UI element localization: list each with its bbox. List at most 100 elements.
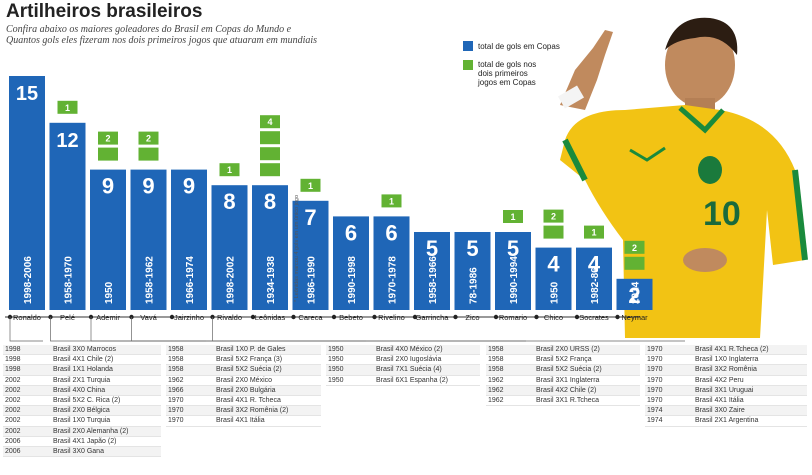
match-result: Brasil 2X1 Turquia [53,376,111,384]
bar-zico [454,232,491,310]
bar-period-label: 1986-1990 [307,256,318,304]
table-row: 1962 Brasil 4X2 Chile (2) [486,385,640,396]
player-name-label: Zico [465,313,479,322]
match-result: Brasil 3X1 Inglaterra [536,376,600,384]
player-name-label: Jairzinho [174,313,204,322]
match-result: Brasil 2X0 México [216,376,273,384]
match-result: Brasil 4X1 Chile (2) [53,356,114,364]
page-title: Artilheiros brasileiros [6,1,203,22]
bar-value-label: 4 [588,252,601,277]
table-row: 1970 Brasil 3X2 Romênia [645,365,807,376]
table-row: 1970 Brasil 4X1 R.Tcheca (2) [645,345,807,356]
table-row: 1970 Brasil 4X1 R. Tcheca [166,396,321,407]
match-year: 1970 [647,376,663,384]
legend-label-green: total de gols nos dois primeiros jogos e… [478,60,537,87]
legend-swatch-green [463,60,473,70]
marker-dot [372,314,377,320]
match-year: 1958 [168,366,184,374]
player-name-label: Pelé [60,313,75,322]
player-name-label: Garrincha [416,313,450,322]
bar-chico [535,247,572,310]
table-row: 2002 Brasil 1X0 Turquia [3,416,161,427]
table-row: 1970 Brasil 4X1 Itália [166,416,321,427]
player-name-label: Rivaldo [217,313,242,322]
match-year: 1962 [488,376,504,384]
match-year: 2002 [5,386,21,394]
bar-period-label: 1934-1938 [266,256,277,304]
marker-dot [412,314,418,320]
bar-neymar [616,278,653,310]
goal-block [624,240,645,254]
match-table: 1958 Brasil 1X0 P. de Gales 1958 Brasil 5X2… [166,345,321,427]
bar-lenidas [252,185,288,310]
bar-pel [49,122,86,310]
match-result: Brasil 5X2 França [536,356,592,364]
connector-line [212,317,685,342]
bar-period-label: 1950 [550,281,561,304]
goal-block [98,147,118,161]
table-row: 1970 Brasil 1X0 Inglaterra [645,355,807,366]
bar-garrincha [414,232,450,310]
goal-block [260,147,280,161]
table-row: 2002 Brasil 2X0 Alemanha (2) [3,426,161,437]
match-year: 1958 [168,356,184,364]
bar-careca [292,200,329,310]
player-name-label: Romario [499,313,527,322]
green-count-label: 2 [146,134,151,144]
green-count-label: 1 [308,181,313,191]
bar-value-label: 9 [183,174,195,199]
bar-rivelino [373,216,410,310]
goal-block [260,163,280,177]
match-result: Brasil 3X0 Gana [53,447,104,455]
match-result: Brasil 1X0 P. de Gales [216,346,286,353]
bar-value-label: 6 [345,220,357,245]
svg-text:10: 10 [703,195,741,233]
goal-block [543,225,564,239]
bar-value-label: 8 [223,189,235,214]
match-result: Brasil 4X1 Itália [695,396,744,404]
table-row: 1958 Brasil 2X0 URSS (2) [486,345,640,356]
goal-block [138,147,159,161]
table-row: 1962 Brasil 3X1 Inglaterra [486,376,640,386]
table-row: 1958 Brasil 5X2 França [486,355,640,366]
table-row: 1962 Brasil 3X1 R.Tcheca [486,396,640,407]
bar-value-label: 15 [16,83,38,105]
player-name-label: Ronaldo [13,313,41,322]
match-result: Brasil 1X0 Inglaterra [695,356,759,364]
match-result: Brasil 3X2 Romênia (2) [216,407,289,415]
match-result: Brasil 2X0 URSS (2) [536,346,600,353]
bar-period-label: 1950 [104,281,115,304]
table-row: 2006 Brasil 3X0 Gana [3,446,161,458]
bar-value-label: 4 [547,252,560,277]
match-result: Brasil 4X1 R.Tcheca (2) [695,346,769,353]
player-name-label: Neymar [621,313,648,322]
match-year: 1970 [647,386,663,394]
match-result: Brasil 1X0 Turquia [53,417,111,425]
marker-dot [574,314,580,320]
bar-period-label: 1966-1974 [185,256,196,304]
match-year: 2006 [5,437,21,445]
bar-value-label: 2 [628,283,640,308]
match-year: 1970 [168,417,184,425]
match-result: Brasil 4X0 China [53,386,106,394]
table-row: 1970 Brasil 4X1 Itália [645,396,807,407]
match-year: 1974 [647,417,663,425]
table-row: 1958 Brasil 5X2 França (3) [166,355,321,366]
match-result: Brasil 4X1 R. Tcheca [216,396,281,404]
bar-socrates [576,247,612,310]
bar-period-label: 1958-1962 [145,256,156,304]
marker-dot [331,314,337,320]
match-table: 1958 Brasil 2X0 URSS (2) 1958 Brasil 5X2 Fr… [486,345,640,407]
match-year: 2002 [5,417,21,425]
bar-period-label: 1982-86 [590,267,601,304]
match-result: Brasil 3X1 Uruguai [695,386,754,394]
match-year: 1970 [647,346,663,353]
bar-jairzinho [171,169,207,310]
match-year: 1962 [488,396,504,404]
match-year: 1998 [5,346,21,353]
player-name-label: Socrates [579,313,609,322]
bar-romario [495,232,531,310]
goal-block [584,225,604,239]
bar-value-label: 9 [102,174,114,199]
goal-block [260,131,280,145]
